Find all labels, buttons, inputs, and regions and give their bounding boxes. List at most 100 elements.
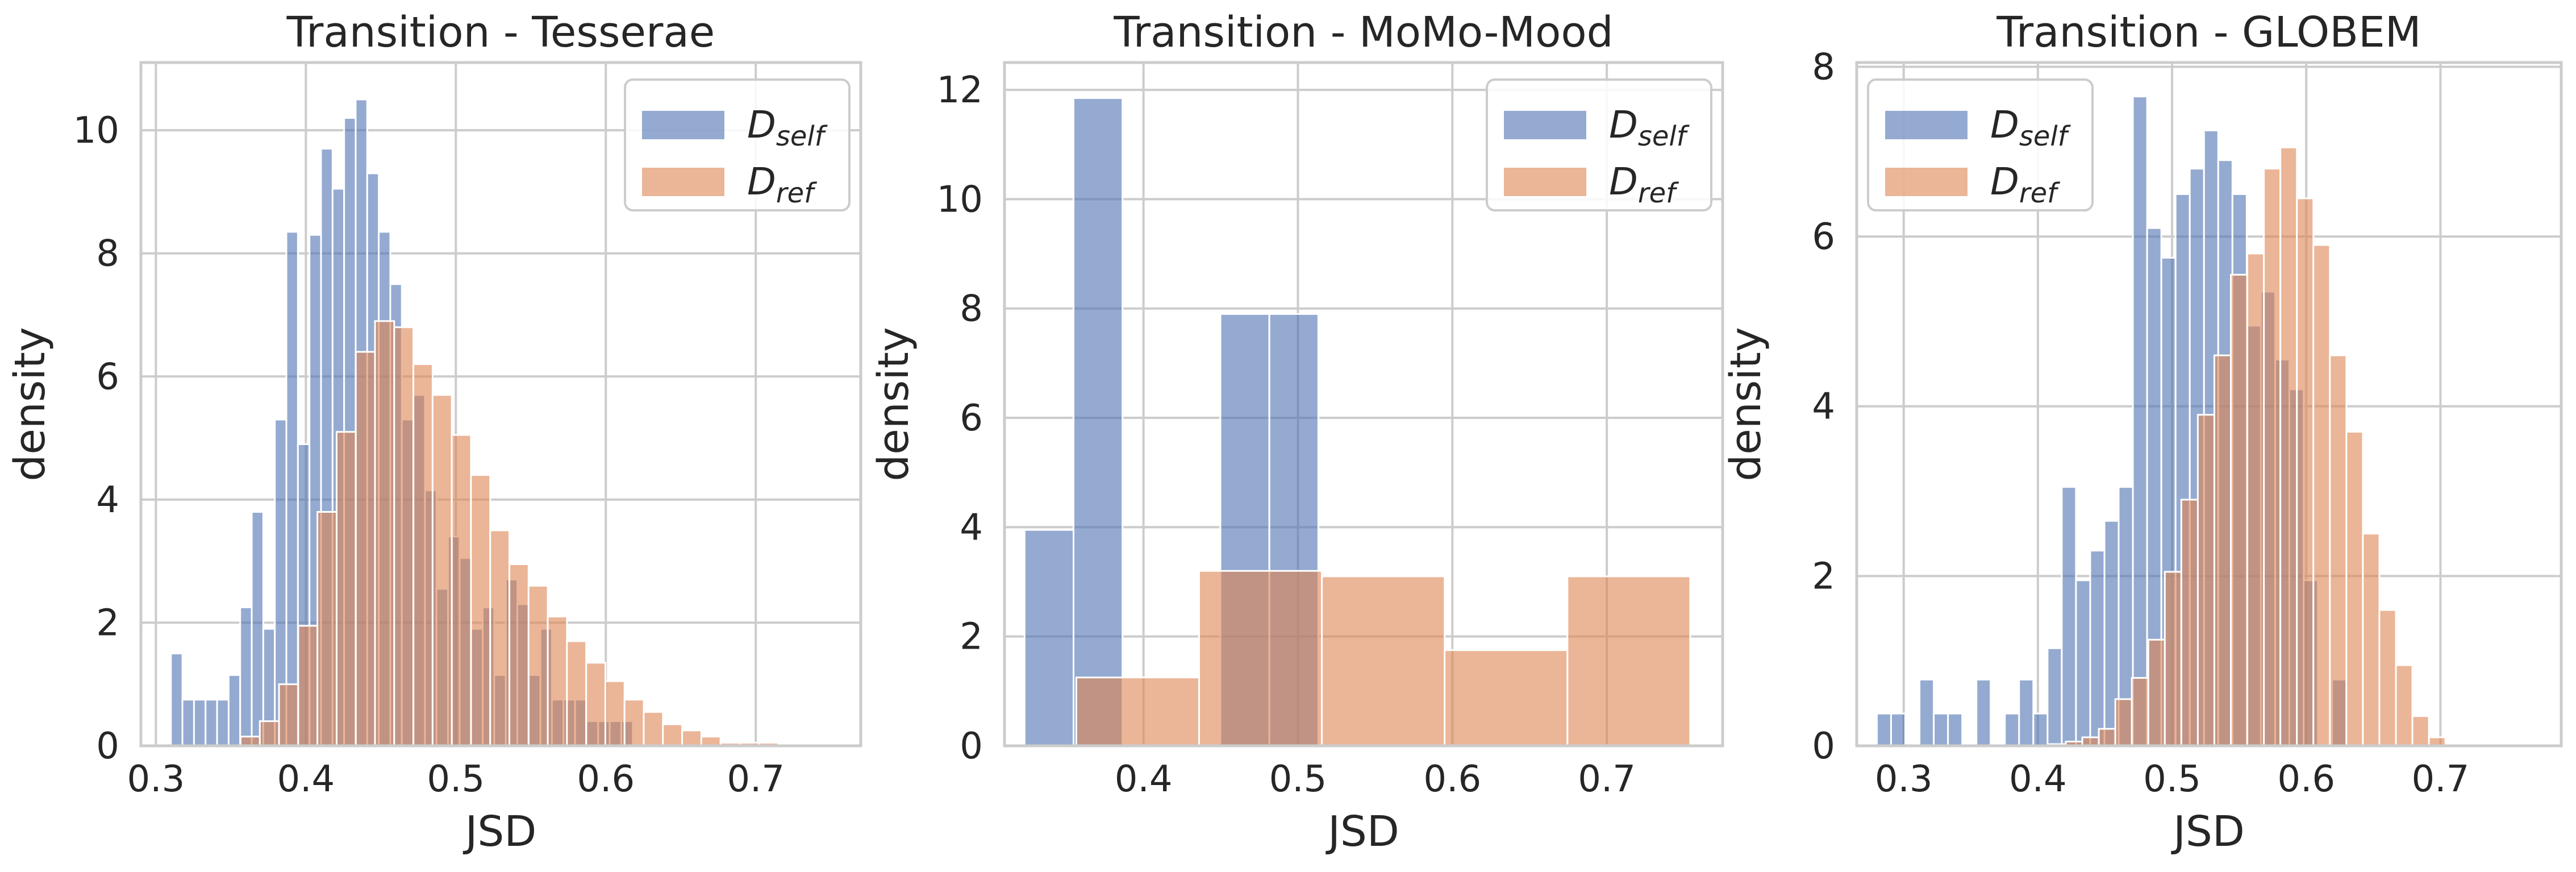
bar-ref <box>489 529 511 747</box>
x-tick-label: 0.3 <box>127 758 185 800</box>
bar-ref <box>2329 354 2348 747</box>
bar-ref <box>681 729 702 747</box>
x-tick-label: 0.6 <box>2277 758 2335 800</box>
bar-ref <box>2164 571 2182 747</box>
legend: Dself Dref <box>624 78 851 211</box>
x-tick-label: 0.3 <box>1875 758 1933 800</box>
bar-ref <box>2345 431 2364 747</box>
y-tick-label: 2 <box>960 616 983 658</box>
bar-self <box>2046 647 2063 747</box>
bar-ref <box>393 326 415 747</box>
legend-swatch-self <box>1504 111 1586 139</box>
y-tick-label: 2 <box>96 602 119 644</box>
x-tick-label: 0.7 <box>2412 758 2470 800</box>
bar-ref <box>623 699 645 747</box>
y-tick-label: 4 <box>96 479 119 521</box>
legend-swatch-self <box>642 111 724 139</box>
x-tick-label: 0.5 <box>1269 758 1327 800</box>
bar-ref <box>2114 698 2133 747</box>
bar-self <box>216 699 230 747</box>
bar-self <box>205 699 218 747</box>
bar-ref <box>1075 676 1201 747</box>
bar-self <box>2089 550 2106 747</box>
bar-ref <box>335 431 357 747</box>
legend-swatch-ref <box>1504 168 1586 196</box>
panel-globem: 0.3 0.4 0.5 0.6 0.7 0 2 4 6 8 Transition - GLOBEM J… <box>1721 8 2563 856</box>
y-tick-label: 2 <box>1812 555 1835 597</box>
bar-ref <box>2098 728 2116 747</box>
bar-ref <box>2279 146 2298 747</box>
bar-ref <box>2213 354 2232 747</box>
legend-label-self: Dself <box>747 103 828 152</box>
x-tick-label: 0.7 <box>727 758 785 800</box>
bar-self <box>181 699 195 747</box>
bar-self <box>227 674 241 747</box>
bar-self <box>251 511 264 747</box>
bar-ref <box>1321 575 1446 747</box>
bar-ref <box>566 640 587 747</box>
bar-ref <box>278 683 299 747</box>
bar-ref <box>297 625 319 747</box>
bar-ref <box>643 711 664 747</box>
bar-self <box>1890 712 1907 747</box>
bar-self <box>1875 712 1892 747</box>
bar-ref <box>2263 168 2282 747</box>
x-tick-label: 0.6 <box>577 758 635 800</box>
y-tick-label: 8 <box>1812 46 1835 88</box>
bar-ref <box>470 474 491 747</box>
bar-self <box>2075 579 2091 747</box>
legend-label-ref: Dref <box>747 160 817 209</box>
chart-title: Transition - GLOBEM <box>1996 8 2421 57</box>
legend: Dself Dref <box>1867 78 2094 211</box>
bar-ref <box>259 720 280 747</box>
y-axis-label: density <box>1721 327 1770 481</box>
chart-title: Transition - MoMo-Mood <box>1113 8 1613 57</box>
bar-ref <box>2378 609 2397 747</box>
bar-self <box>2061 486 2077 747</box>
chart-title: Transition - Tesserae <box>286 8 715 57</box>
x-tick-label: 0.4 <box>1115 758 1173 800</box>
bar-ref <box>662 723 683 747</box>
x-tick-label: 0.5 <box>427 758 485 800</box>
bar-self <box>239 606 253 747</box>
y-tick-label: 10 <box>73 110 119 152</box>
y-tick-label: 4 <box>1812 386 1835 428</box>
y-tick-label: 8 <box>960 288 983 330</box>
legend: Dself Dref <box>1486 78 1712 211</box>
y-tick-label: 12 <box>937 69 983 111</box>
bar-ref <box>585 662 606 747</box>
bar-self <box>1919 679 1935 747</box>
y-tick-label: 0 <box>96 725 119 767</box>
bar-self <box>170 653 184 747</box>
y-axis-label: density <box>869 327 918 481</box>
y-tick-label: 10 <box>937 178 983 221</box>
x-axis-label: JSD <box>2171 807 2245 856</box>
panel-tesserae: 0.3 0.4 0.5 0.6 0.7 0 2 4 6 8 10 Transition - Tesse… <box>6 8 862 856</box>
bar-ref <box>547 616 568 747</box>
bar-ref <box>2296 197 2315 747</box>
plot-frame <box>1855 61 2563 748</box>
panel-momo-mood: 0.4 0.5 0.6 0.7 0 2 4 6 8 10 12 Transition - MoMo-M… <box>869 8 1724 856</box>
bar-ref <box>1198 570 1323 747</box>
bar-ref <box>2395 664 2414 747</box>
y-tick-label: 6 <box>960 397 983 439</box>
y-tick-label: 8 <box>96 233 119 275</box>
legend-label-self: Dself <box>1609 103 1690 152</box>
y-tick-label: 4 <box>960 506 983 549</box>
bar-ref <box>2196 414 2215 747</box>
bar-self <box>1073 97 1124 747</box>
bar-self <box>1933 712 1949 747</box>
legend-swatch-self <box>1885 111 1968 139</box>
x-axis-label: JSD <box>1325 807 1399 856</box>
bar-ref <box>412 363 433 747</box>
bar-self <box>2004 712 2020 747</box>
x-axis-label: JSD <box>463 807 537 856</box>
bar-ref <box>2180 499 2199 747</box>
plot-frame <box>1003 61 1724 748</box>
x-tick-label: 0.6 <box>1423 758 1481 800</box>
legend-swatch-ref <box>1885 168 1968 196</box>
y-tick-label: 0 <box>960 725 983 767</box>
bar-ref <box>2147 638 2166 747</box>
legend-label-ref: Dref <box>1990 160 2060 209</box>
